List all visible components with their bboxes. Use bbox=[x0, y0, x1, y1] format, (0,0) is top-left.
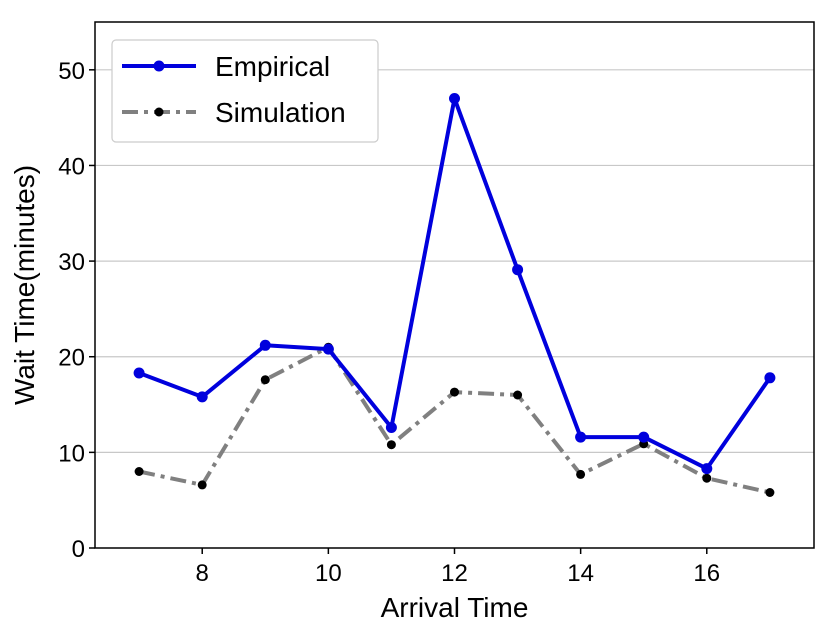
x-tick-label-16: 16 bbox=[693, 560, 720, 587]
y-tick-label-10: 10 bbox=[58, 440, 85, 467]
point-empirical-16 bbox=[701, 463, 713, 475]
y-tick-label-30: 30 bbox=[58, 249, 85, 276]
point-empirical-17 bbox=[764, 372, 776, 384]
legend-label-simulation: Simulation bbox=[215, 97, 346, 128]
point-empirical-14 bbox=[575, 431, 587, 443]
y-tick-label-20: 20 bbox=[58, 345, 85, 372]
x-tick-label-14: 14 bbox=[567, 560, 594, 587]
point-empirical-11 bbox=[385, 422, 397, 433]
legend: Empirical Simulation bbox=[111, 39, 379, 143]
point-empirical-8 bbox=[196, 391, 208, 403]
point-simulation-13 bbox=[513, 390, 523, 400]
point-simulation-16 bbox=[702, 473, 712, 483]
y-tick-label-50: 50 bbox=[58, 58, 85, 85]
point-simulation-8 bbox=[197, 480, 207, 490]
x-tick-label-8: 8 bbox=[196, 560, 209, 587]
legend-label-empirical: Empirical bbox=[215, 51, 330, 82]
x-tick-label-12: 12 bbox=[441, 560, 468, 587]
point-simulation-12 bbox=[450, 387, 459, 397]
point-simulation-14 bbox=[576, 469, 586, 479]
point-simulation-9 bbox=[260, 375, 270, 385]
point-empirical-10 bbox=[322, 343, 334, 355]
series-line-empirical bbox=[137, 96, 772, 471]
point-simulation-11 bbox=[386, 440, 396, 450]
point-simulation-17 bbox=[765, 488, 775, 497]
point-empirical-12 bbox=[449, 93, 460, 104]
y-tick-label-0: 0 bbox=[72, 536, 85, 563]
y-axis-label: Wait Time(minutes) bbox=[9, 165, 40, 405]
point-empirical-9 bbox=[259, 339, 271, 351]
legend-marker-empirical bbox=[153, 60, 165, 72]
legend-marker-simulation bbox=[154, 107, 164, 117]
series-layer bbox=[133, 93, 776, 497]
point-empirical-15 bbox=[638, 431, 650, 443]
point-empirical-13 bbox=[512, 264, 524, 276]
point-simulation-7 bbox=[134, 467, 144, 476]
point-empirical-7 bbox=[133, 367, 145, 379]
axis-ticks: 0 10 20 30 40 50 8 10 12 14 16 bbox=[58, 58, 720, 587]
x-tick-label-10: 10 bbox=[315, 560, 342, 587]
x-axis-label: Arrival Time bbox=[381, 592, 529, 623]
y-tick-label-40: 40 bbox=[58, 153, 85, 180]
